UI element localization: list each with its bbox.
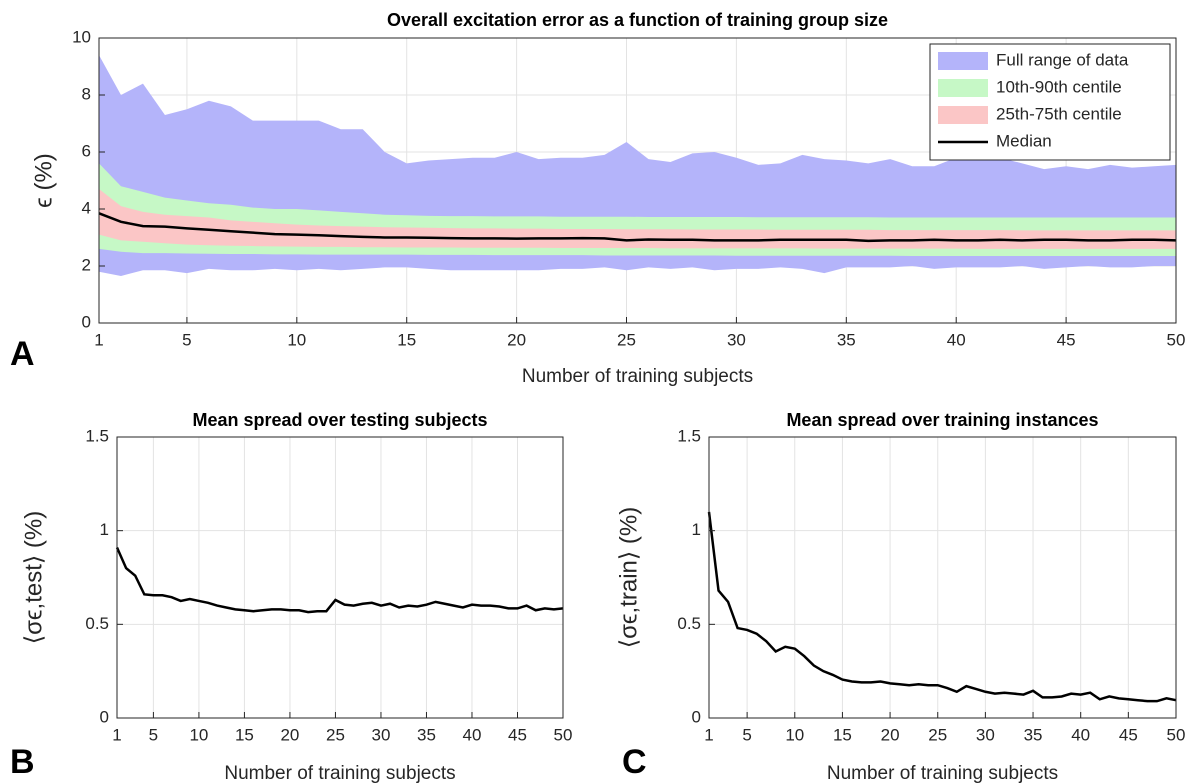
legend-label: Median [996,131,1052,150]
band-area [99,189,1176,249]
y-tick-label: 2 [82,255,91,274]
x-tick-label: 20 [280,725,299,744]
legend-label: 10th-90th centile [996,77,1122,96]
y-tick-label: 1 [692,520,701,539]
x-tick-label: 40 [1071,725,1090,744]
y-tick-label: 0 [82,312,91,331]
legend-label: 25th-75th centile [996,104,1122,123]
x-tick-label: 10 [189,725,208,744]
legend-swatch [938,79,988,97]
x-tick-label: 45 [1057,330,1076,349]
x-tick-label: 10 [785,725,804,744]
x-tick-label: 20 [507,330,526,349]
y-tick-label: 8 [82,84,91,103]
x-tick-label: 35 [417,725,436,744]
x-tick-label: 40 [463,725,482,744]
chart-title: Mean spread over testing subjects [192,410,487,430]
y-tick-label: 6 [82,141,91,160]
x-tick-label: 15 [235,725,254,744]
y-axis-label: ⟨σϵ,test⟩ (%) [20,511,47,645]
x-tick-label: 25 [326,725,345,744]
x-tick-label: 40 [947,330,966,349]
legend-swatch [938,106,988,124]
y-tick-label: 1.5 [85,426,109,445]
x-tick-label: 30 [371,725,390,744]
data-line [707,511,1177,703]
x-tick-label: 15 [833,725,852,744]
x-tick-label: 30 [976,725,995,744]
chart-title: Overall excitation error as a function o… [387,10,888,30]
y-tick-label: 10 [72,27,91,46]
x-tick-label: 5 [742,725,751,744]
chart-title: Mean spread over training instances [786,410,1098,430]
x-tick-label: 35 [837,330,856,349]
x-tick-label: 15 [397,330,416,349]
x-tick-label: 25 [617,330,636,349]
y-tick-label: 0 [692,707,701,726]
x-tick-label: 45 [508,725,527,744]
x-axis-label: Number of training subjects [224,763,455,783]
y-axis-label: ϵ (%) [30,153,57,208]
y-tick-label: 0.5 [85,614,109,633]
data-line [115,547,564,614]
x-tick-label: 5 [182,330,191,349]
axes-frame [98,37,1177,324]
x-axis-label: Number of training subjects [522,366,753,387]
axes-frame [708,436,1177,719]
panel-letter: C [622,743,647,781]
x-tick-label: 1 [112,725,121,744]
x-tick-label: 45 [1119,725,1138,744]
legend-swatch [938,52,988,70]
x-tick-label: 30 [727,330,746,349]
x-tick-label: 5 [149,725,158,744]
axes-frame [116,436,564,719]
x-tick-label: 10 [287,330,306,349]
legend-label: Full range of data [996,50,1129,69]
x-tick-label: 20 [881,725,900,744]
x-tick-label: 1 [94,330,103,349]
x-tick-label: 35 [1024,725,1043,744]
y-tick-label: 0.5 [677,614,701,633]
y-axis-label: ⟨σϵ,train⟩ (%) [615,507,642,649]
x-tick-label: 50 [554,725,573,744]
y-tick-label: 4 [82,198,91,217]
panel-letter: A [10,335,35,373]
x-tick-label: 25 [928,725,947,744]
y-tick-label: 1.5 [677,426,701,445]
x-tick-label: 50 [1167,330,1186,349]
x-tick-label: 1 [704,725,713,744]
y-tick-label: 0 [100,707,109,726]
x-tick-label: 50 [1167,725,1186,744]
y-tick-label: 1 [100,520,109,539]
x-axis-label: Number of training subjects [827,763,1058,783]
data-line [98,212,1177,243]
panel-letter: B [10,743,35,781]
